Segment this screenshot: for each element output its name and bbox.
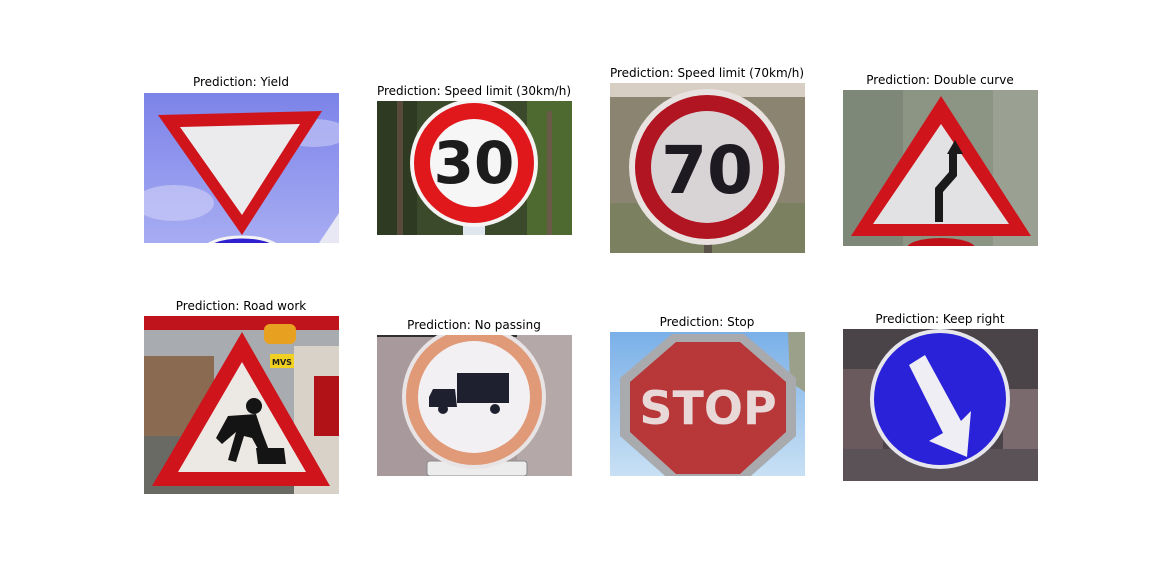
speed-30-digits: 30 [434, 129, 515, 197]
speed-limit-30-sign-image: 30 [377, 101, 572, 235]
panel-title-double-curve: Prediction: Double curve [866, 73, 1014, 87]
keep-right-sign-image [843, 329, 1038, 481]
speed-limit-70-sign-image: 70 [610, 83, 805, 253]
road-work-sign-image: MVS [144, 316, 339, 494]
road-work-tag-text: MVS [272, 358, 292, 367]
panel-title-yield: Prediction: Yield [192, 75, 290, 89]
no-passing-sign-image [377, 335, 572, 476]
stop-sign-image: STOP [610, 332, 805, 476]
speed-70-digits: 70 [661, 132, 753, 209]
panel-title-stop: Prediction: Stop [659, 315, 755, 329]
panel-title-keep-right: Prediction: Keep right [875, 312, 1005, 326]
panel-title-speed-30: Prediction: Speed limit (30km/h) [376, 84, 572, 98]
panel-title-road-work: Prediction: Road work [175, 299, 307, 313]
panel-title-speed-70: Prediction: Speed limit (70km/h) [609, 66, 805, 80]
panel-title-no-passing: Prediction: No passing [407, 318, 541, 332]
yield-sign-image [144, 93, 339, 243]
stop-sign-text: STOP [639, 381, 776, 435]
double-curve-sign-image [843, 90, 1038, 246]
